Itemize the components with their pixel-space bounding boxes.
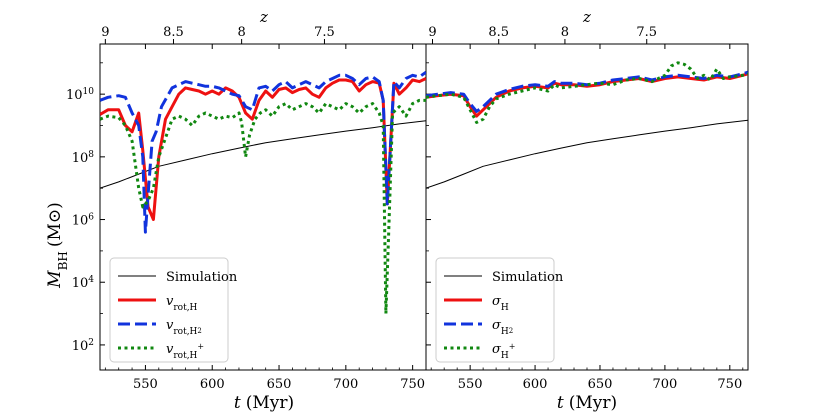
right-top-tick-label: 8	[561, 25, 569, 40]
left-legend-label: vrot,H+	[166, 342, 204, 362]
left-legend-box	[109, 257, 229, 363]
left-ytick-label: 1010	[66, 87, 94, 103]
left-top-tick-label: 9	[101, 25, 109, 40]
right-panel: 550 600 650 700 750 9 8.5 8 7.5 Simulation σH σH2 σH…	[426, 25, 748, 392]
right-series-simulation	[426, 119, 748, 189]
right-xtick-label: 700	[652, 377, 677, 392]
left-series-v-rot-h-	[100, 98, 426, 316]
right-top-tick-label: 9	[428, 25, 436, 40]
left-panel: 550 600 650 700 750 9 8.5 8 7.5 102 104 106 108 1010 S…	[66, 25, 427, 392]
right-xtick-label: 550	[458, 377, 483, 392]
right-top-tick-label: 8.5	[488, 25, 509, 40]
y-axis-label: MBH(M⊙)	[45, 202, 70, 289]
left-xtick-label: 700	[333, 377, 358, 392]
right-top-axis-label: z	[582, 8, 591, 26]
left-legend-label: vrot,H	[166, 294, 198, 313]
left-xtick-label: 600	[200, 377, 225, 392]
right-legend-label: σH2	[492, 318, 513, 337]
right-series-sigma-h2	[426, 70, 748, 113]
left-top-tick-label: 8	[237, 25, 245, 40]
right-legend-label: σH	[492, 294, 509, 313]
left-series-v-rot-h2	[100, 70, 426, 234]
left-legend-label: vrot,H2	[166, 318, 202, 337]
left-top-tick-label: 7.5	[314, 25, 335, 40]
right-top-tick-label: 7.5	[636, 25, 657, 40]
left-series-group	[100, 70, 426, 316]
left-ytick-label: 108	[72, 150, 95, 166]
right-xtick-label: 650	[588, 377, 613, 392]
right-series-group	[426, 61, 748, 189]
left-xtick-label: 750	[400, 377, 425, 392]
left-top-axis-label: z	[259, 8, 268, 26]
right-xtick-label: 750	[717, 377, 742, 392]
left-x-axis-label: t (Myr)	[234, 393, 294, 413]
left-xtick-label: 650	[267, 377, 292, 392]
left-xtick-label: 550	[133, 377, 158, 392]
right-legend-label: Simulation	[492, 270, 564, 285]
left-top-tick-label: 8.5	[163, 25, 184, 40]
right-x-axis-label: t (Myr)	[557, 393, 617, 413]
left-ytick-label: 104	[72, 275, 95, 291]
right-legend-label: σH+	[492, 342, 515, 362]
left-ytick-label: 102	[72, 338, 94, 354]
right-xtick-label: 600	[523, 377, 548, 392]
left-ytick-label: 106	[72, 213, 95, 229]
left-series-simulation	[100, 120, 426, 189]
left-legend-label: Simulation	[166, 270, 238, 285]
right-legend-box	[435, 257, 555, 363]
